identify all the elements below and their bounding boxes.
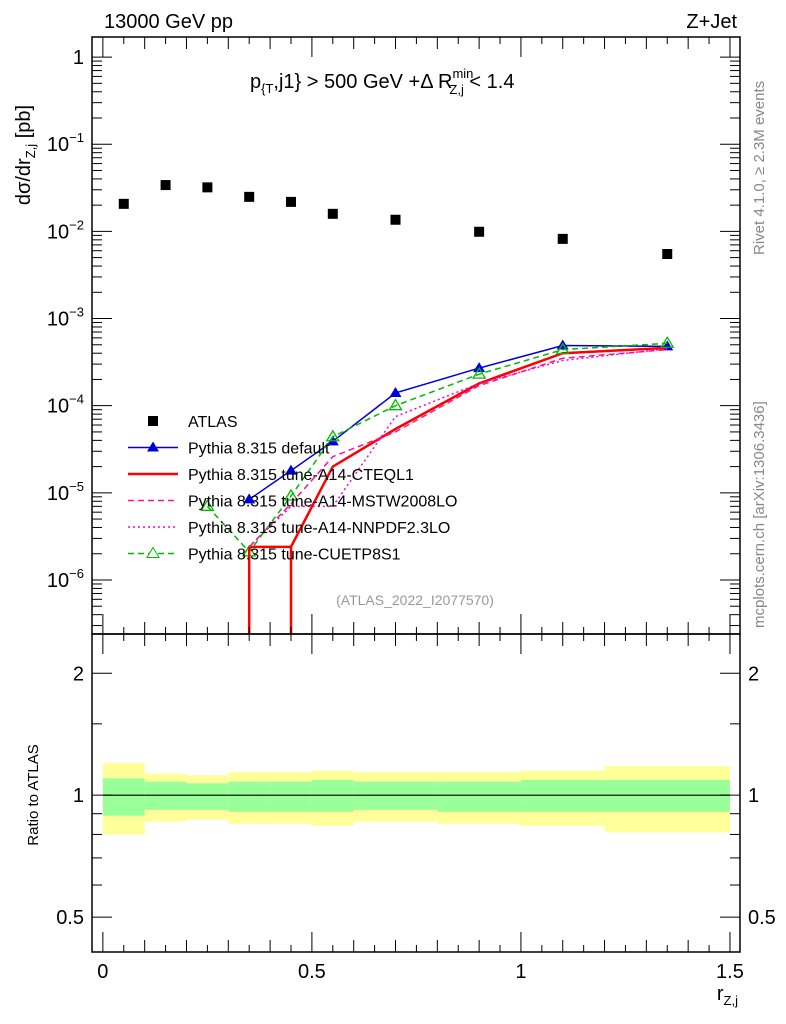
xlabel-main: r <box>717 983 724 1005</box>
stat-uncertainty-band <box>437 781 521 812</box>
series-marker-1 <box>284 464 297 475</box>
legend-marker-atlas <box>148 416 158 426</box>
atlas-data-point <box>390 214 401 225</box>
series-marker-5 <box>388 398 403 411</box>
series-marker-5 <box>200 499 215 511</box>
ratio-bands <box>102 763 730 835</box>
ratio-y-tick-label-right: 2 <box>748 663 759 685</box>
atlas-data-point <box>474 226 485 237</box>
stat-uncertainty-band <box>186 783 229 810</box>
chart-marks <box>118 180 675 634</box>
series-marker-1 <box>243 493 256 504</box>
x-tick-label: 1.5 <box>716 961 744 983</box>
atlas-data-point <box>557 233 568 244</box>
series-marker-5 <box>283 488 299 501</box>
y-axis-label: dσ/drZ,j [pb] <box>13 105 38 205</box>
mcplots-label: mcplots.cern.ch [arXiv:1306.3436] <box>751 401 768 628</box>
ratio-y-tick-label-left: 2 <box>73 663 84 685</box>
legend-label: Pythia 8.315 tune-A14-MSTW2008LO <box>188 494 457 511</box>
atlas-data-point <box>662 249 673 260</box>
title-p: p <box>250 71 261 93</box>
series-marker-5 <box>325 429 340 442</box>
legend-label: Pythia 8.315 tune-A14-CTEQL1 <box>188 467 414 484</box>
ratio-y-tick-label-right: 0.5 <box>748 907 776 929</box>
atlas-data-point <box>244 191 255 202</box>
title-end: < 1.4 <box>464 71 515 93</box>
stat-uncertainty-band <box>102 778 145 816</box>
x-axis-label: rZ,j <box>717 983 738 1008</box>
y-tick-label: 10−5 <box>47 479 84 505</box>
title-mid: ,j1} > 500 GeV +Δ R <box>273 71 452 93</box>
legend-label: ATLAS <box>188 414 238 431</box>
ratio-y-tick-label-left: 0.5 <box>56 907 84 929</box>
y-tick-label: 10−4 <box>47 392 84 418</box>
stat-uncertainty-band <box>311 780 354 812</box>
stat-uncertainty-band <box>228 781 271 812</box>
atlas-data-point <box>202 182 213 193</box>
stat-uncertainty-band <box>520 780 605 812</box>
watermark: (ATLAS_2022_I2077570) <box>336 592 494 608</box>
legend-marker <box>146 546 160 558</box>
atlas-data-point <box>285 196 296 207</box>
y-tick-label: 10−3 <box>47 305 84 331</box>
plot-title: p{T,j1} > 500 GeV +Δ Rmin Z,j < 1.4 <box>250 66 514 97</box>
xlabel-sub: Z,j <box>724 993 739 1008</box>
title-sub2: Z,j <box>449 82 464 97</box>
series-line-4 <box>248 348 668 548</box>
x-tick-label: 0 <box>97 961 108 983</box>
legend-label: Pythia 8.315 tune-A14-NNPDF2.3LO <box>188 520 450 537</box>
ylabel-main: dσ/dr <box>13 158 35 205</box>
series-line-3 <box>248 348 668 548</box>
series-marker-1 <box>389 386 402 397</box>
stat-uncertainty-band <box>270 781 312 812</box>
header-right: Z+Jet <box>686 11 737 33</box>
atlas-data-point <box>327 208 338 219</box>
x-tick-label: 0.5 <box>298 961 326 983</box>
rivet-label: Rivet 4.1.0, ≥ 2.3M events <box>751 81 768 255</box>
ratio-y-tick-label-right: 1 <box>748 785 759 807</box>
title-sub1: {T <box>261 81 273 96</box>
series-marker-5 <box>471 366 487 379</box>
legend-label: Pythia 8.315 default <box>188 441 330 458</box>
series-line-5 <box>206 342 668 554</box>
axes: 1 10−1 10−2 10−3 10−4 10−5 10−6 2 2 1 1 0.5 0.5 0 0.5 1… <box>47 36 776 983</box>
legend-marker <box>147 441 159 452</box>
ratio-y-label: Ratio to ATLAS <box>25 744 42 845</box>
y-tick-label: 10−1 <box>47 130 84 156</box>
main-frame <box>91 36 741 635</box>
legend: ATLAS Pythia 8.315 default Pythia 8.315 tu… <box>128 414 457 564</box>
series-marker-5 <box>555 342 570 355</box>
atlas-data-point <box>118 198 129 209</box>
atlas-data-point <box>160 180 171 191</box>
y-tick-label: 10−6 <box>47 566 84 592</box>
ratio-y-tick-label-left: 1 <box>73 785 84 807</box>
ylabel-unit: [pb] <box>13 105 35 144</box>
stat-uncertainty-band <box>604 780 730 812</box>
y-tick-label: 1 <box>73 47 84 69</box>
ylabel-sub: Z,j <box>23 144 38 159</box>
x-tick-label: 1 <box>515 961 526 983</box>
y-tick-label: 10−2 <box>47 217 84 243</box>
series-marker-5 <box>660 336 675 348</box>
title-sup: min <box>452 66 473 81</box>
legend-label: Pythia 8.315 tune-CUETP8S1 <box>188 547 401 564</box>
header-left: 13000 GeV pp <box>104 11 233 33</box>
